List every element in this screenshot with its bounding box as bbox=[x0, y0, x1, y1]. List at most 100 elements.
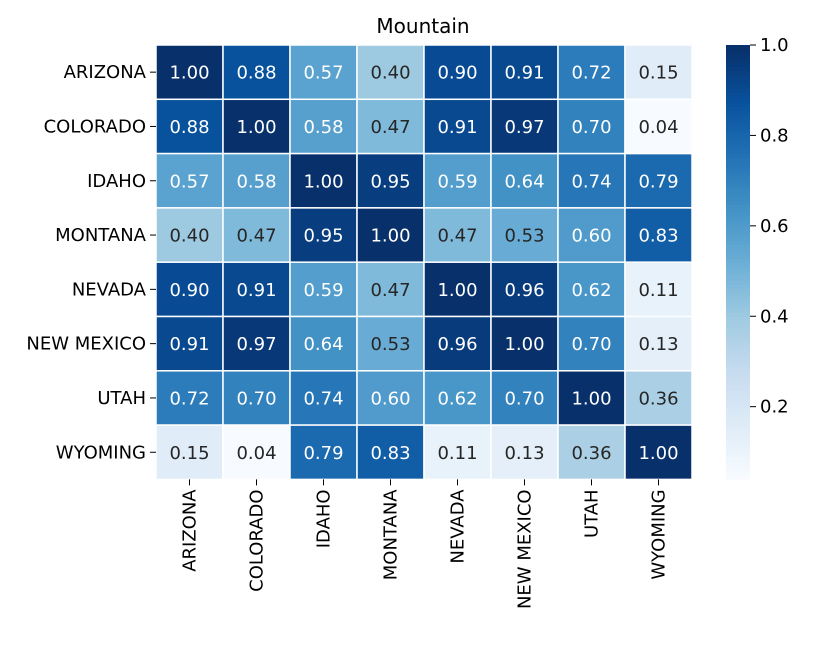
cell-value-label: 0.74 bbox=[571, 171, 611, 192]
cell-value-label: 0.36 bbox=[571, 443, 611, 464]
colorbar-segment bbox=[726, 392, 750, 397]
colorbar-segment bbox=[726, 63, 750, 68]
colorbar-segment bbox=[726, 55, 750, 61]
colorbar-segment bbox=[726, 218, 750, 223]
cell-value-label: 0.91 bbox=[437, 117, 477, 138]
colorbar-segment bbox=[726, 468, 750, 473]
colorbar-segment bbox=[726, 135, 750, 140]
cell-value-label: 1.00 bbox=[303, 171, 343, 192]
row-tick-labels: ARIZONA COLORADO IDAHO MONTANA NEVADA NEW MEX… bbox=[26, 62, 156, 463]
cell-value-label: 0.83 bbox=[370, 443, 410, 464]
colorbar-segment bbox=[726, 446, 750, 451]
heatmap-cell bbox=[289, 370, 358, 426]
colorbar-segment bbox=[726, 475, 750, 480]
colorbar-segment bbox=[726, 139, 750, 144]
colorbar-segment bbox=[726, 258, 750, 263]
row-tick-label: NEW MEXICO bbox=[26, 334, 146, 355]
cell-value-label: 1.00 bbox=[504, 334, 544, 355]
colorbar-segment bbox=[726, 294, 750, 299]
cell-value-label: 0.88 bbox=[169, 117, 209, 138]
colorbar-segment bbox=[726, 280, 750, 285]
column-tick-label: MONTANA bbox=[381, 489, 402, 581]
cell-value-label: 0.96 bbox=[437, 334, 477, 355]
cell-value-label: 0.91 bbox=[169, 334, 209, 355]
heatmap-cell bbox=[356, 207, 425, 263]
colorbar-segment bbox=[726, 70, 750, 75]
row-tick-label: UTAH bbox=[97, 388, 146, 409]
cell-value-label: 0.47 bbox=[370, 280, 410, 301]
colorbar-segment bbox=[726, 251, 750, 256]
cell-value-label: 0.04 bbox=[638, 117, 678, 138]
colorbar-segment bbox=[726, 160, 750, 165]
colorbar: 0.2 0.4 0.6 0.8 1.0 bbox=[726, 35, 789, 480]
heatmap-cell bbox=[624, 315, 693, 372]
colorbar-segment bbox=[726, 48, 750, 53]
colorbar-segment bbox=[726, 265, 750, 270]
cell-value-label: 1.00 bbox=[370, 226, 410, 247]
heatmap-cells: 1.00 0.88 0.57 0.40 0.90 0.91 0.72 0.15 0.88 1.00… bbox=[155, 44, 693, 481]
cell-value-label: 0.40 bbox=[370, 63, 410, 84]
cell-value-label: 0.57 bbox=[169, 171, 209, 192]
cell-value-label: 0.83 bbox=[638, 226, 678, 247]
colorbar-segment bbox=[726, 189, 750, 194]
row-tick-label: NEVADA bbox=[72, 279, 147, 300]
cell-value-label: 0.47 bbox=[236, 226, 276, 247]
colorbar-segment bbox=[726, 442, 750, 448]
colorbar-segment bbox=[726, 439, 750, 444]
cell-value-label: 0.11 bbox=[638, 280, 678, 301]
cell-value-label: 0.91 bbox=[236, 280, 276, 301]
heatmap-cell bbox=[423, 261, 492, 318]
colorbar-tick-label: 0.8 bbox=[760, 125, 789, 146]
heatmap-cell bbox=[423, 152, 492, 209]
column-tick-labels: ARIZONA COLORADO IDAHO MONTANA NEVADA NEW MEX… bbox=[180, 479, 670, 609]
heatmap-cell bbox=[624, 44, 693, 101]
cell-value-label: 1.00 bbox=[169, 63, 209, 84]
cell-value-label: 0.60 bbox=[571, 226, 611, 247]
colorbar-segment bbox=[726, 330, 750, 335]
colorbar-segment bbox=[726, 178, 750, 184]
colorbar-segment bbox=[726, 290, 750, 296]
colorbar-segment bbox=[726, 171, 750, 176]
cell-value-label: 0.47 bbox=[437, 226, 477, 247]
cell-value-label: 0.62 bbox=[437, 388, 477, 409]
cell-value-label: 0.59 bbox=[303, 280, 343, 301]
colorbar-segment bbox=[726, 457, 750, 462]
colorbar-segment bbox=[726, 356, 750, 361]
colorbar-segment bbox=[726, 164, 750, 169]
cell-value-label: 0.91 bbox=[504, 63, 544, 84]
colorbar-segment bbox=[726, 316, 750, 321]
chart-title: Mountain bbox=[376, 14, 469, 38]
heatmap-cell bbox=[423, 370, 492, 426]
heatmap-cell bbox=[490, 98, 559, 155]
colorbar-segment bbox=[726, 399, 750, 404]
colorbar-segment bbox=[726, 106, 750, 111]
heatmap-cell bbox=[557, 370, 626, 426]
colorbar-segment bbox=[726, 211, 750, 216]
colorbar-segment bbox=[726, 175, 750, 180]
colorbar-segment bbox=[726, 146, 750, 151]
colorbar-segment bbox=[726, 186, 750, 191]
column-tick-label: NEW MEXICO bbox=[515, 489, 536, 609]
cell-value-label: 0.40 bbox=[169, 226, 209, 247]
cell-value-label: 0.74 bbox=[303, 388, 343, 409]
cell-value-label: 0.57 bbox=[303, 63, 343, 84]
colorbar-segment bbox=[726, 102, 750, 108]
column-tick-label: UTAH bbox=[582, 489, 603, 538]
colorbar-segment bbox=[726, 247, 750, 252]
colorbar-segment bbox=[726, 319, 750, 325]
colorbar-segment bbox=[726, 337, 750, 343]
colorbar-segment bbox=[726, 413, 750, 419]
colorbar-segment bbox=[726, 334, 750, 339]
colorbar-segment bbox=[726, 77, 750, 82]
colorbar-segment bbox=[726, 272, 750, 278]
colorbar-segment bbox=[726, 388, 750, 393]
cell-value-label: 0.79 bbox=[303, 443, 343, 464]
cell-value-label: 0.13 bbox=[638, 334, 678, 355]
cell-value-label: 0.97 bbox=[504, 117, 544, 138]
row-tick-label: MONTANA bbox=[55, 225, 147, 246]
colorbar-segment bbox=[726, 110, 750, 115]
colorbar-segment bbox=[726, 301, 750, 306]
colorbar-segment bbox=[726, 222, 750, 227]
row-tick-label: COLORADO bbox=[44, 116, 146, 137]
